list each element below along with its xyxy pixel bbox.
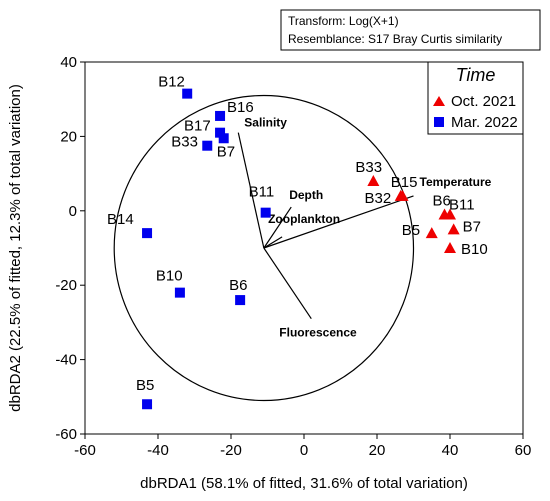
x-tick-label: 20	[369, 442, 386, 459]
point-label-mar-2022-b17: B17	[184, 118, 211, 135]
point-label-oct-2021-b11: B11	[449, 197, 475, 214]
vector-depth	[263, 206, 292, 249]
info-line-resemblance: Resemblance: S17 Bray Curtis similarity	[288, 32, 502, 46]
vector-label-salinity: Salinity	[244, 116, 287, 130]
point-label-oct-2021-b15: B15	[391, 174, 418, 191]
vector-salinity	[237, 132, 265, 249]
vector-label-fluorescence: Fluorescence	[279, 326, 357, 340]
point-mar-2022-b16	[215, 110, 226, 121]
legend-title: Time	[456, 65, 496, 85]
x-axis-title: dbRDA1 (58.1% of fitted, 31.6% of total …	[140, 475, 468, 492]
x-tick-label: 40	[442, 442, 459, 459]
x-tick-label: -40	[147, 442, 169, 459]
point-mar-2022-b17	[215, 127, 226, 138]
point-label-oct-2021-b32: B32	[365, 190, 392, 207]
point-label-mar-2022-b10: B10	[156, 268, 183, 285]
point-label-oct-2021-b33: B33	[355, 159, 382, 176]
point-label-mar-2022-b14: B14	[107, 211, 134, 228]
point-label-oct-2021-b10: B10	[461, 241, 488, 258]
x-tick-label: -60	[74, 442, 96, 459]
point-label-mar-2022-b11: B11	[249, 184, 275, 201]
vector-zooplankton	[263, 236, 283, 249]
y-tick-label: 0	[69, 203, 77, 220]
point-mar-2022-b12	[182, 88, 193, 99]
point-oct-2021-b11	[444, 208, 456, 220]
correlation-circle	[113, 94, 415, 402]
point-oct-2021-b10	[444, 242, 456, 253]
point-mar-2022-b33	[202, 140, 213, 151]
point-label-mar-2022-b33: B33	[171, 134, 198, 151]
info-line-transform: Transform: Log(X+1)	[288, 14, 399, 28]
legend-square-marker	[434, 117, 444, 127]
point-label-oct-2021-b6: B6	[433, 193, 451, 210]
y-tick-label: -40	[55, 352, 77, 369]
point-label-oct-2021-b7: B7	[463, 218, 481, 235]
point-mar-2022-b14	[142, 228, 153, 239]
vector-overlay: Salinity Depth Zooplankton Temperature Fluor…	[113, 94, 492, 402]
y-tick-label: 40	[60, 54, 77, 71]
vector-temperature	[263, 195, 414, 249]
point-label-mar-2022-b12: B12	[158, 74, 185, 91]
point-mar-2022-b11	[260, 207, 271, 218]
y-tick-label: -20	[55, 277, 77, 294]
point-oct-2021-b7	[447, 223, 460, 235]
y-axis-title: dbRDA2 (22.5% of fitted, 12.3% of total …	[7, 84, 24, 412]
point-oct-2021-b32	[396, 189, 409, 201]
info-box: Transform: Log(X+1) Resemblance: S17 Bra…	[280, 9, 541, 51]
vector-fluorescence	[263, 247, 312, 320]
x-tick-label: 60	[515, 442, 532, 459]
legend-entry-oct-2021: Oct. 2021	[451, 93, 516, 110]
vector-label-zooplankton: Zooplankton	[268, 212, 340, 226]
point-label-mar-2022-b6: B6	[229, 277, 247, 294]
point-label-mar-2022-b5: B5	[136, 377, 154, 394]
legend: Time Oct. 2021 Mar. 2022	[427, 61, 524, 135]
point-label-mar-2022-b7: B7	[217, 143, 235, 160]
point-mar-2022-b7	[218, 133, 229, 144]
vector-label-temperature: Temperature	[420, 175, 492, 189]
x-tick-label: 0	[300, 442, 308, 459]
point-oct-2021-b33	[367, 175, 380, 187]
point-mar-2022-b6	[235, 295, 246, 306]
vector-label-depth: Depth	[289, 188, 323, 202]
y-tick-label: 20	[60, 128, 77, 145]
axis-ticks: -60 -40 -20 0 20 40 60 -60 -40 -20 0 20 40	[55, 54, 531, 459]
legend-entry-mar-2022: Mar. 2022	[451, 114, 518, 131]
point-label-mar-2022-b16: B16	[227, 99, 254, 116]
point-oct-2021-b5	[425, 227, 438, 239]
legend-triangle-marker	[433, 96, 445, 106]
point-label-oct-2021-b5: B5	[402, 222, 420, 239]
point-mar-2022-b10	[174, 287, 185, 298]
point-mar-2022-b5	[142, 399, 153, 410]
y-tick-label: -60	[55, 426, 77, 443]
x-tick-label: -20	[220, 442, 242, 459]
